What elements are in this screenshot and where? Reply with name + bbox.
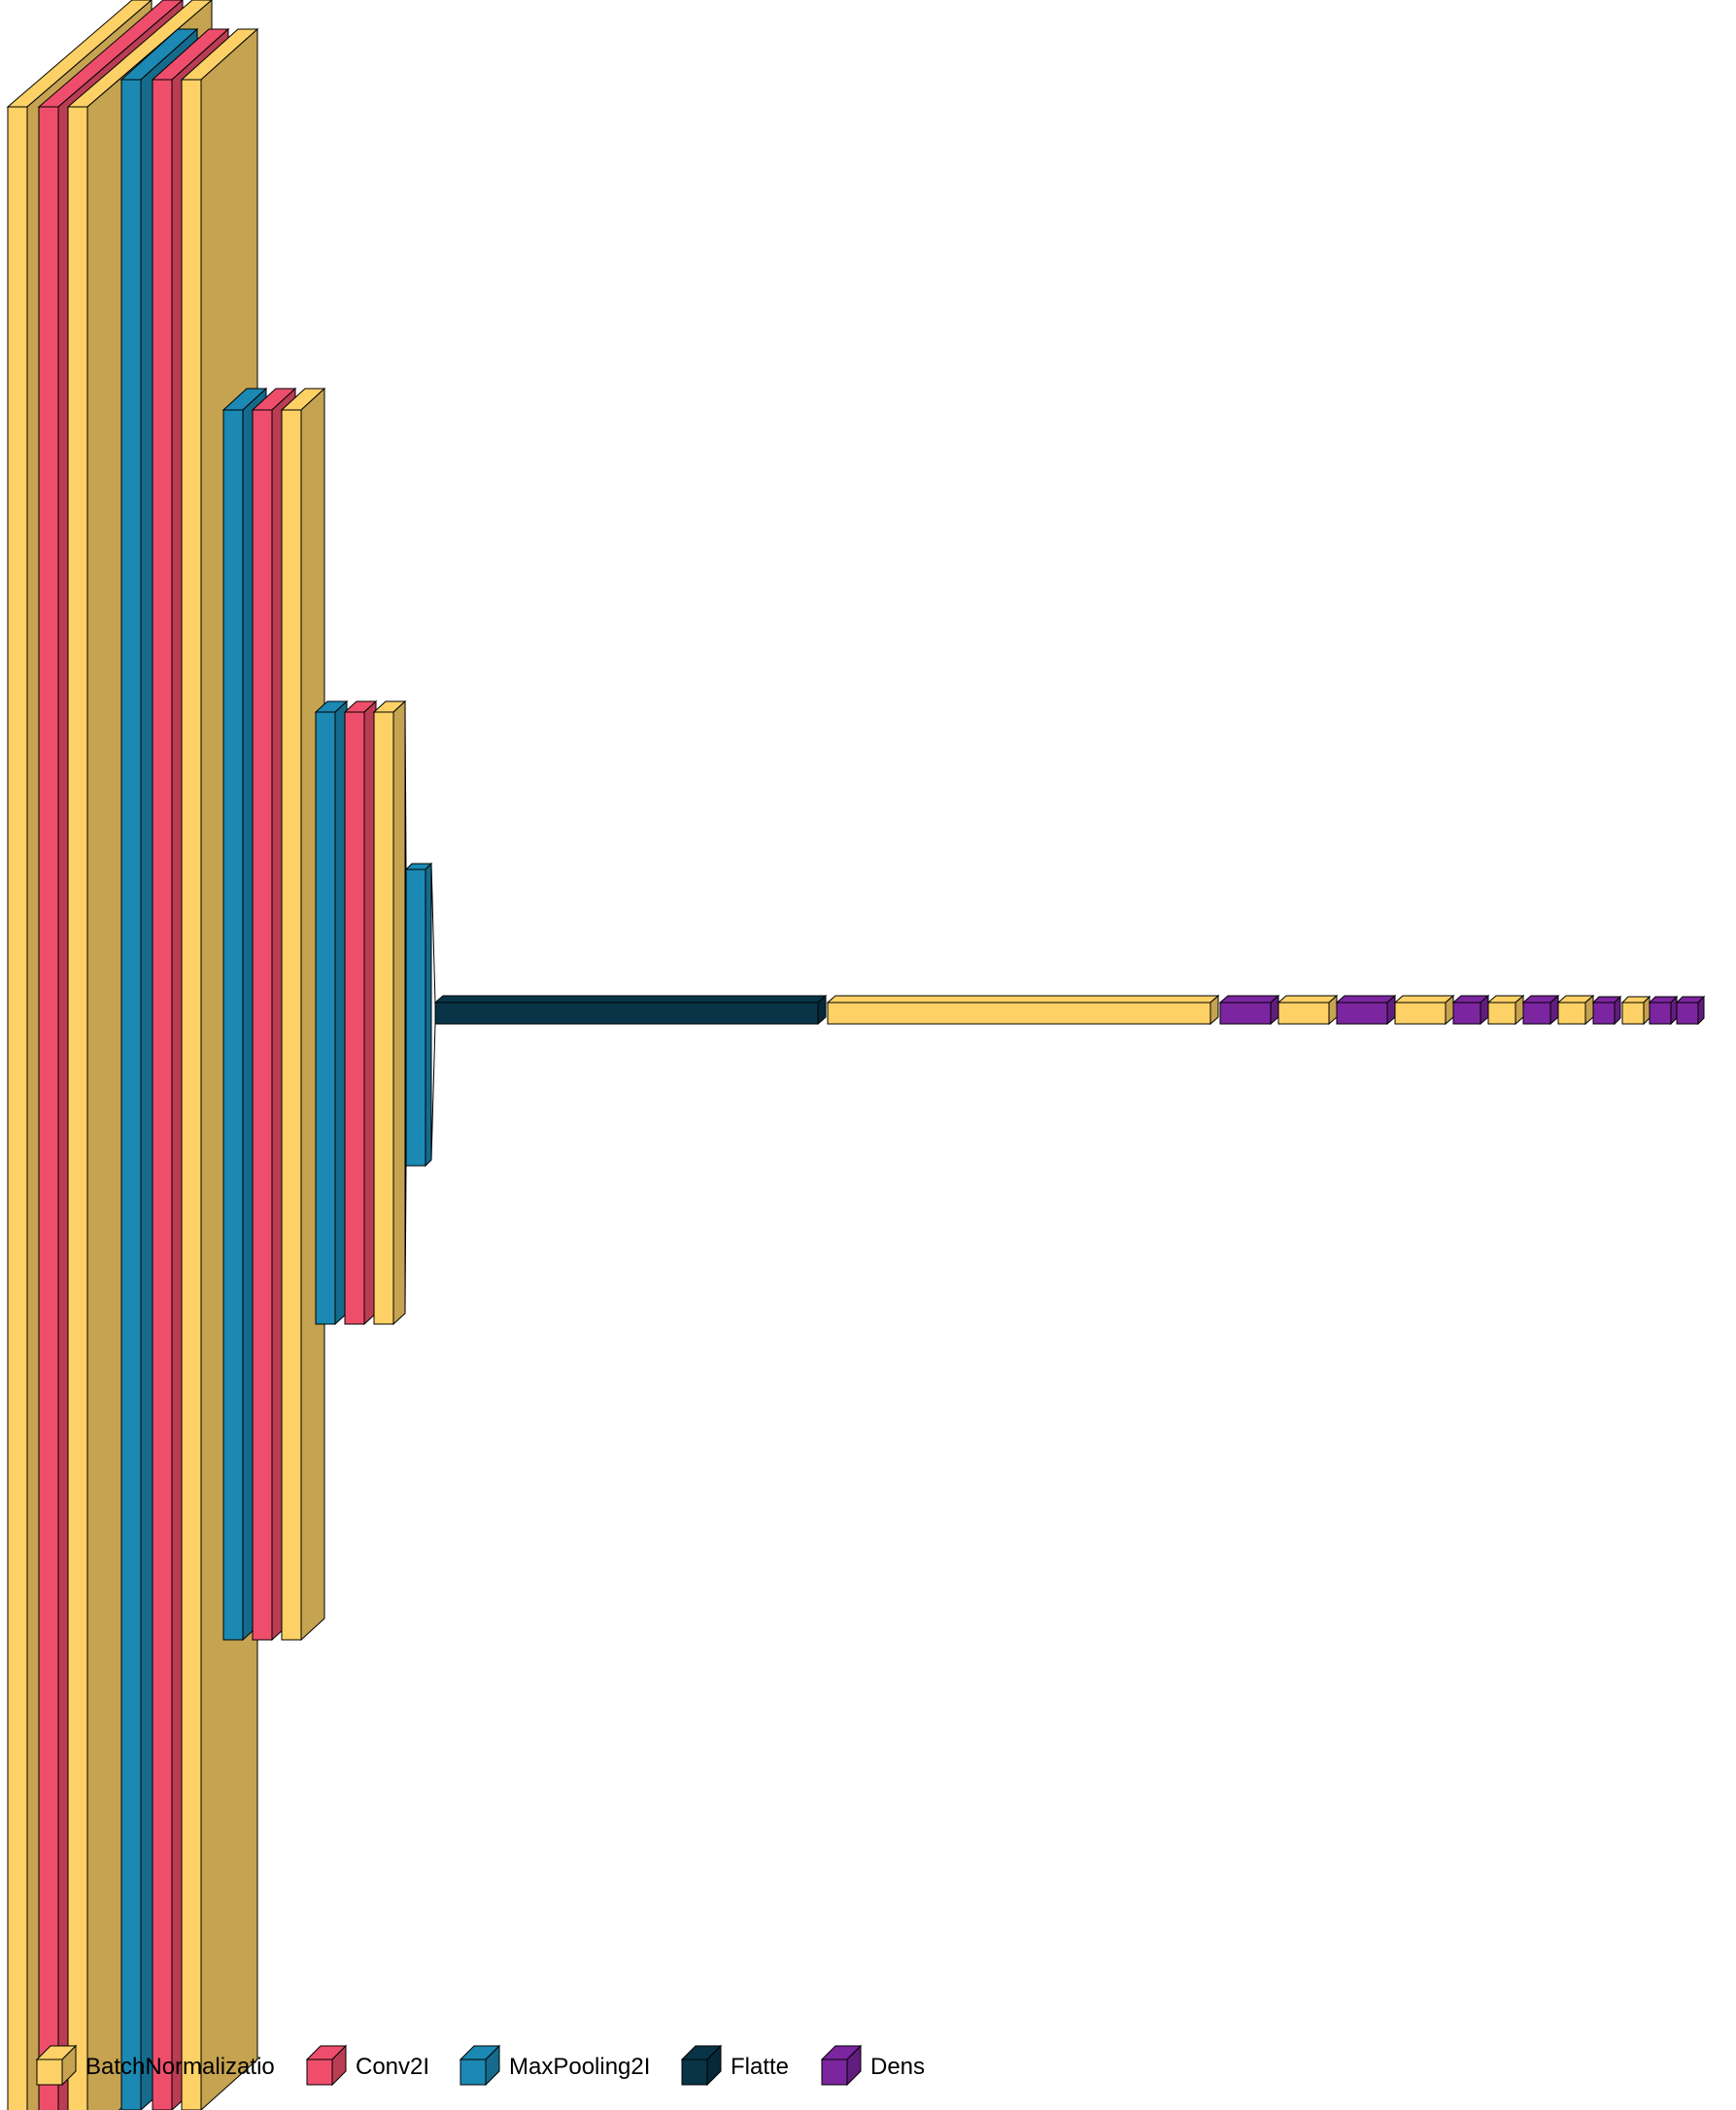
layer-front-face — [281, 409, 302, 1641]
layer-front-face — [1592, 1002, 1616, 1025]
layer-top-face — [1393, 995, 1455, 1004]
layer-front-face — [222, 409, 244, 1641]
legend-label: Conv2I — [356, 2054, 429, 2080]
layer-dense — [1521, 994, 1560, 1026]
layer-dense — [1335, 994, 1397, 1026]
layer-front-face — [1394, 1002, 1447, 1025]
funnel-line — [430, 863, 436, 1004]
layer-max-pooling2-d — [404, 862, 433, 1168]
layer-front-face — [67, 106, 88, 2110]
legend-swatch-icon — [460, 2059, 487, 2086]
layer-front-face — [1219, 1002, 1272, 1025]
layer-dense — [1648, 995, 1679, 1026]
layer-batch-normalization — [372, 699, 407, 1326]
layer-top-face — [1218, 995, 1280, 1004]
legend-label: BatchNormalizatio — [85, 2054, 275, 2080]
layer-stack — [6, 0, 1706, 2110]
layer-front-face — [152, 79, 173, 2110]
layer-front-face — [1621, 1002, 1645, 1025]
layer-conv2-d — [343, 699, 378, 1326]
layer-front-face — [120, 79, 142, 2110]
layer-side-face — [392, 699, 406, 1326]
layer-front-face — [1522, 1002, 1551, 1025]
layer-top-face — [1335, 995, 1397, 1004]
layer-front-face — [1676, 1002, 1699, 1025]
funnel-line — [430, 1023, 436, 1161]
layer-dense — [1591, 995, 1622, 1026]
layer-batch-normalization — [1556, 994, 1595, 1026]
layer-front-face — [434, 1002, 819, 1025]
legend-label: Dens — [870, 2054, 925, 2080]
layer-front-face — [252, 409, 273, 1641]
layer-front-face — [1452, 1002, 1481, 1025]
layer-batch-normalization — [1620, 995, 1651, 1026]
layer-batch-normalization — [1393, 994, 1455, 1026]
layer-top-face — [826, 995, 1220, 1004]
layer-front-face — [1649, 1002, 1672, 1025]
layer-flatten — [433, 994, 828, 1026]
layer-front-face — [344, 711, 365, 1325]
legend: BatchNormalizatio Conv2I MaxPooling2I Flatt… — [35, 2044, 925, 2087]
layer-top-face — [433, 995, 828, 1004]
layer-top-face — [1276, 995, 1339, 1004]
layer-batch-normalization — [280, 387, 326, 1642]
layer-front-face — [38, 106, 59, 2110]
legend-label: Flatte — [731, 2054, 789, 2080]
layer-front-face — [7, 106, 28, 2110]
legend-item-batch-normalization: BatchNormalizatio — [35, 2044, 275, 2087]
legend-item-max-pooling2-d: MaxPooling2I — [459, 2044, 650, 2087]
legend-item-dense: Dens — [820, 2044, 925, 2087]
layer-front-face — [1336, 1002, 1388, 1025]
legend-swatch-icon — [306, 2059, 333, 2086]
legend-swatch-icon — [36, 2059, 63, 2086]
layer-front-face — [1277, 1002, 1330, 1025]
layer-batch-normalization — [826, 994, 1220, 1026]
legend-swatch-icon — [821, 2059, 848, 2086]
legend-label: MaxPooling2I — [509, 2054, 650, 2080]
layer-front-face — [405, 868, 426, 1167]
layer-dense — [1218, 994, 1280, 1026]
layer-front-face — [315, 711, 336, 1325]
layer-front-face — [373, 711, 394, 1325]
layer-dense — [1675, 995, 1706, 1026]
layer-front-face — [827, 1002, 1211, 1025]
layer-side-face — [425, 862, 432, 1168]
layer-batch-normalization — [1276, 994, 1339, 1026]
legend-item-conv2-d: Conv2I — [305, 2044, 429, 2087]
legend-item-flatten: Flatte — [680, 2044, 789, 2087]
layer-batch-normalization — [1486, 994, 1525, 1026]
layer-max-pooling2-d — [314, 699, 349, 1326]
layer-front-face — [1557, 1002, 1586, 1025]
layer-front-face — [1487, 1002, 1516, 1025]
layer-front-face — [181, 79, 202, 2110]
legend-swatch-icon — [681, 2059, 708, 2086]
layer-dense — [1451, 994, 1490, 1026]
